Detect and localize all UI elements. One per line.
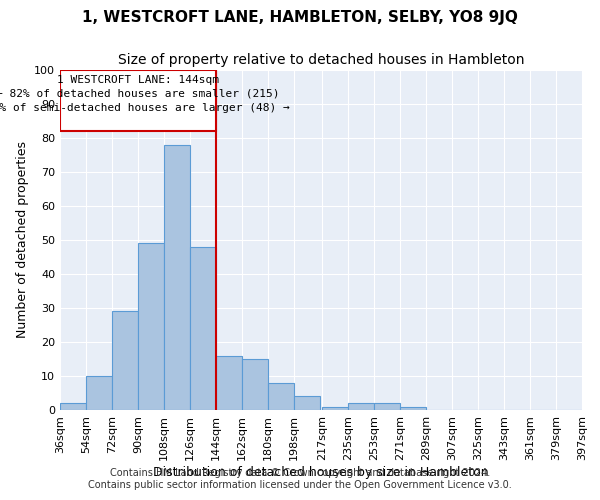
Bar <box>294 396 320 410</box>
Bar <box>138 244 164 410</box>
Bar <box>216 356 242 410</box>
Bar <box>60 403 86 410</box>
Bar <box>348 403 374 410</box>
Bar <box>322 406 348 410</box>
Bar <box>268 383 294 410</box>
Title: Size of property relative to detached houses in Hambleton: Size of property relative to detached ho… <box>118 54 524 68</box>
Bar <box>374 403 400 410</box>
Bar <box>86 376 112 410</box>
Y-axis label: Number of detached properties: Number of detached properties <box>16 142 29 338</box>
Text: 1, WESTCROFT LANE, HAMBLETON, SELBY, YO8 9JQ: 1, WESTCROFT LANE, HAMBLETON, SELBY, YO8… <box>82 10 518 25</box>
Text: Contains HM Land Registry data © Crown copyright and database right 2024.
Contai: Contains HM Land Registry data © Crown c… <box>88 468 512 490</box>
Bar <box>400 406 426 410</box>
X-axis label: Distribution of detached houses by size in Hambleton: Distribution of detached houses by size … <box>153 466 489 478</box>
Bar <box>190 247 216 410</box>
Bar <box>242 359 268 410</box>
Text: 1 WESTCROFT LANE: 144sqm
← 82% of detached houses are smaller (215)
18% of semi-: 1 WESTCROFT LANE: 144sqm ← 82% of detach… <box>0 75 290 113</box>
FancyBboxPatch shape <box>60 70 216 131</box>
Bar <box>164 145 190 410</box>
Bar <box>112 312 138 410</box>
